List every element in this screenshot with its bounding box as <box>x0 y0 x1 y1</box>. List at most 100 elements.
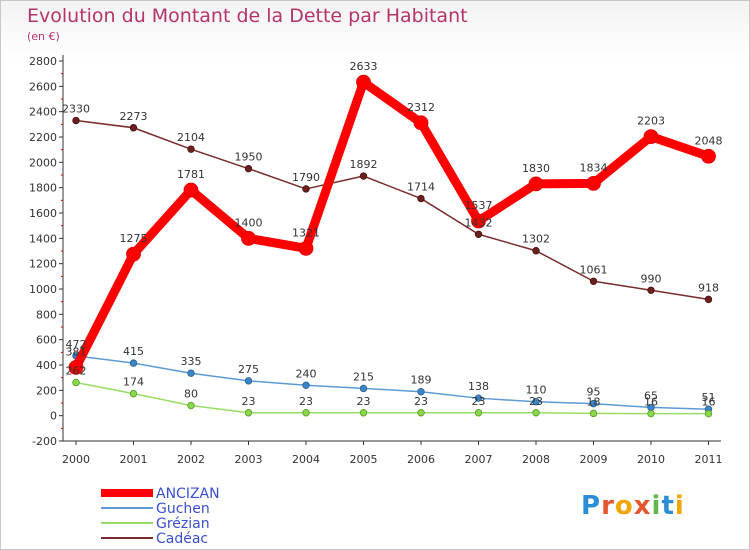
x-tick-label: 2007 <box>465 453 493 466</box>
data-point <box>356 74 371 90</box>
data-label: 51 <box>702 391 716 404</box>
legend-label: Grézian <box>156 516 210 532</box>
y-tick-label: 1400 <box>29 232 57 245</box>
data-label: 23 <box>414 395 428 408</box>
x-tick-label: 2010 <box>637 453 665 466</box>
data-label: 2273 <box>120 110 148 123</box>
series-line <box>75 355 710 410</box>
data-point <box>417 388 425 396</box>
y-tick-label: 200 <box>36 384 57 397</box>
y-tick-label: 1800 <box>29 182 57 195</box>
data-label: 335 <box>181 355 202 368</box>
data-point <box>72 116 80 125</box>
data-point <box>129 389 138 398</box>
data-label: 415 <box>123 345 144 358</box>
data-point <box>589 277 598 285</box>
y-tick-label: 600 <box>36 334 57 347</box>
data-label: 18 <box>587 395 601 408</box>
data-label: 1830 <box>522 162 550 175</box>
data-label: 1834 <box>580 161 608 174</box>
data-point <box>701 148 716 164</box>
data-label: 1892 <box>350 158 378 171</box>
data-label: 1321 <box>292 226 320 239</box>
data-label: 95 <box>587 386 601 399</box>
y-tick-label: 1000 <box>29 283 57 296</box>
data-label: 1950 <box>235 151 263 164</box>
y-tick-label: 2200 <box>29 131 57 144</box>
series-cadeac <box>72 116 713 304</box>
data-label: 275 <box>238 363 259 376</box>
data-label: 2633 <box>350 60 378 73</box>
data-label: 80 <box>184 388 198 401</box>
data-point <box>302 409 310 417</box>
data-label: 1302 <box>522 233 550 246</box>
legend-label: Guchen <box>156 501 210 517</box>
x-tick-label: 2001 <box>120 453 148 466</box>
data-point <box>302 381 310 389</box>
x-tick-label: 2004 <box>292 453 320 466</box>
y-tick-label: 2600 <box>29 80 57 93</box>
data-point <box>359 384 368 393</box>
data-label: 174 <box>123 376 144 389</box>
data-point <box>528 176 544 192</box>
data-label: 2330 <box>62 103 90 116</box>
data-label: 110 <box>526 384 547 397</box>
series-line <box>75 381 710 415</box>
data-label: 189 <box>411 374 432 387</box>
data-label: 1275 <box>120 232 148 245</box>
data-point <box>704 409 713 418</box>
series-guchen <box>72 352 713 413</box>
data-point <box>241 230 256 246</box>
data-point <box>359 172 368 180</box>
data-point <box>704 295 713 304</box>
data-point <box>647 409 655 418</box>
data-label: 23 <box>299 395 313 408</box>
data-point <box>586 175 601 191</box>
x-tick-label: 2005 <box>350 453 378 466</box>
chart-title: Evolution du Montant de la Dette par Hab… <box>27 5 468 27</box>
data-label: 262 <box>66 364 87 377</box>
data-point <box>129 124 138 132</box>
data-point <box>474 230 483 238</box>
data-label: 23 <box>357 395 371 408</box>
data-point <box>244 409 253 417</box>
data-point <box>187 145 195 153</box>
data-point <box>298 240 314 256</box>
data-label: 918 <box>698 281 719 294</box>
y-tick-label: 400 <box>36 359 57 372</box>
data-point <box>471 213 486 229</box>
data-label: 990 <box>641 272 662 285</box>
y-tick-label: 800 <box>36 308 57 321</box>
data-label: 472 <box>66 338 87 351</box>
data-label: 1790 <box>292 171 320 184</box>
x-tick-label: 2003 <box>235 453 263 466</box>
data-label: 1781 <box>177 168 205 181</box>
data-label: 23 <box>529 395 543 408</box>
data-point <box>187 401 195 410</box>
data-point <box>126 246 141 262</box>
data-label: 23 <box>242 395 256 408</box>
data-point <box>302 185 310 193</box>
series-line <box>75 119 710 301</box>
data-point <box>532 409 540 417</box>
data-label: 2048 <box>695 134 723 147</box>
y-tick-label: 1200 <box>29 258 57 271</box>
data-point <box>589 409 598 418</box>
data-point <box>589 399 598 408</box>
data-label: 1061 <box>580 263 608 276</box>
y-tick-label: 2000 <box>29 156 57 169</box>
data-label: 215 <box>353 370 374 383</box>
data-point <box>474 409 483 417</box>
data-label: 1432 <box>465 216 493 229</box>
data-label: 23 <box>472 395 486 408</box>
series-ancizan <box>68 74 716 375</box>
legend-label: Cadéac <box>156 531 208 547</box>
data-label: 1400 <box>235 216 263 229</box>
data-label: 2203 <box>637 115 665 128</box>
data-label: 1537 <box>465 199 493 212</box>
x-tick-label: 2000 <box>62 453 90 466</box>
data-point <box>72 378 80 387</box>
data-point <box>643 129 659 145</box>
data-label: 2312 <box>407 101 435 114</box>
